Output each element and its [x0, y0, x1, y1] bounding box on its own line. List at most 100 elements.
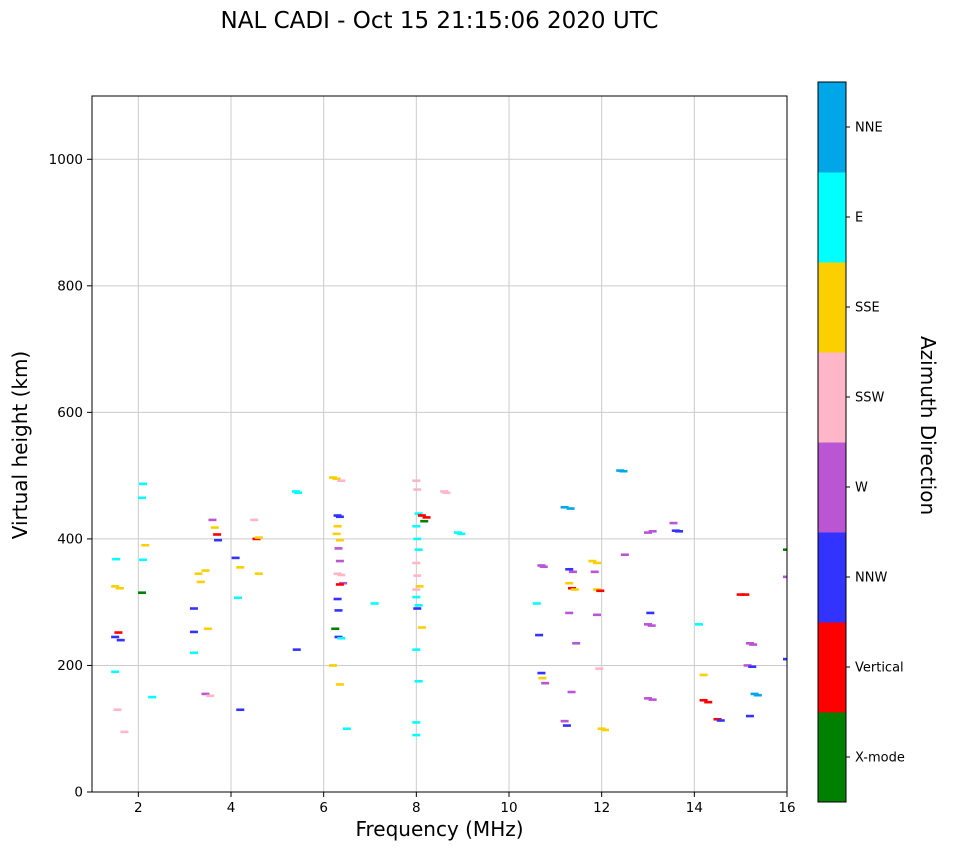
colorbar-label: E: [855, 211, 863, 226]
echo-point: [206, 694, 215, 698]
echo-point: [783, 657, 787, 661]
echo-point: [745, 714, 754, 718]
colorbar-label: X-mode: [855, 751, 905, 766]
echo-point: [570, 588, 579, 591]
echo-point: [201, 692, 210, 696]
x-tick-label: 12: [593, 800, 610, 816]
echo-point: [342, 727, 351, 731]
echo-point: [294, 491, 303, 495]
y-tick-label: 0: [74, 785, 83, 801]
echo-point: [412, 524, 421, 528]
echo-point: [413, 607, 422, 610]
echo-point: [413, 537, 422, 541]
x-tick-label: 4: [227, 800, 236, 816]
echo-point: [111, 635, 120, 639]
colorbar-label: SSE: [855, 301, 880, 316]
y-tick-label: 400: [57, 531, 83, 547]
echo-point: [743, 664, 752, 667]
echo-point: [560, 719, 569, 723]
echo-point: [644, 697, 652, 700]
echo-point: [138, 591, 147, 594]
colorbar-label: NNW: [855, 571, 887, 586]
echo-point: [120, 730, 129, 734]
echo-point: [189, 630, 198, 634]
echo-point: [201, 569, 210, 572]
echo-point: [203, 627, 212, 631]
echo-point: [422, 516, 431, 519]
echo-point: [568, 570, 577, 574]
echo-point: [337, 573, 346, 577]
echo-point: [196, 580, 205, 584]
echo-point: [417, 514, 426, 517]
x-tick-label: 2: [134, 800, 143, 816]
echo-point: [189, 651, 198, 655]
echo-point: [572, 642, 581, 645]
colorbar-segment: [818, 352, 846, 443]
x-tick-label: 14: [686, 800, 703, 816]
echo-point: [412, 648, 421, 651]
echo-point: [704, 700, 713, 704]
echo-point: [417, 626, 426, 629]
colorbar-label: W: [855, 481, 868, 496]
x-axis-label: Frequency (MHz): [355, 817, 524, 841]
echo-point: [138, 496, 147, 500]
echo-point: [213, 533, 222, 536]
echo-point: [749, 643, 758, 646]
echo-point: [783, 548, 787, 551]
colorbar: X-mode Vertical NNW W SSW SSE E NNE: [817, 81, 905, 803]
echo-point: [148, 695, 157, 699]
echo-point: [699, 673, 708, 677]
x-tick-label: 6: [319, 800, 328, 816]
echo-point: [334, 609, 343, 612]
echo-point: [412, 721, 421, 724]
plot-border: [91, 95, 788, 793]
echo-point: [335, 559, 344, 563]
echo-point: [331, 627, 340, 631]
echo-point: [334, 547, 343, 550]
echo-point: [783, 575, 787, 579]
colorbar-border: [817, 81, 847, 803]
echo-point: [292, 648, 301, 651]
echo-point: [210, 526, 219, 529]
colorbar-segment: [818, 442, 846, 533]
echo-point: [111, 585, 120, 588]
echo-point: [236, 566, 245, 569]
echo-point: [231, 556, 240, 560]
echo-point: [537, 671, 546, 675]
colorbar-segment: [818, 532, 846, 623]
axis-ticks: 2 4 6 8 10 12 14 16 0 200 400 600 800 1000: [49, 152, 796, 816]
echo-point: [539, 565, 548, 569]
echo-point: [566, 507, 575, 510]
echo-point: [565, 611, 574, 615]
echo-point: [115, 586, 124, 590]
echo-point: [567, 690, 576, 694]
echo-point: [669, 521, 678, 525]
echo-point: [647, 624, 656, 627]
echo-point: [194, 572, 203, 576]
echo-point: [562, 724, 571, 727]
echo-point: [337, 479, 346, 482]
echo-point: [595, 667, 604, 670]
y-tick-label: 600: [57, 405, 83, 421]
echo-point: [413, 574, 422, 577]
echo-point: [333, 524, 342, 528]
echo-point: [560, 505, 569, 509]
colorbar-segment: [818, 622, 846, 713]
echo-point: [541, 681, 550, 685]
x-tick-label: 16: [778, 800, 795, 816]
echo-point: [333, 597, 342, 601]
echo-point: [112, 557, 121, 561]
echo-point: [753, 693, 762, 697]
echo-point: [414, 548, 423, 551]
echo-point: [332, 477, 341, 481]
echo-point: [332, 532, 341, 536]
echo-point: [116, 638, 125, 642]
echo-point: [596, 589, 605, 593]
echo-point: [214, 538, 223, 542]
echo-point: [644, 531, 652, 534]
echo-point: [414, 679, 423, 683]
echo-point: [457, 532, 466, 536]
echo-point: [593, 613, 602, 617]
